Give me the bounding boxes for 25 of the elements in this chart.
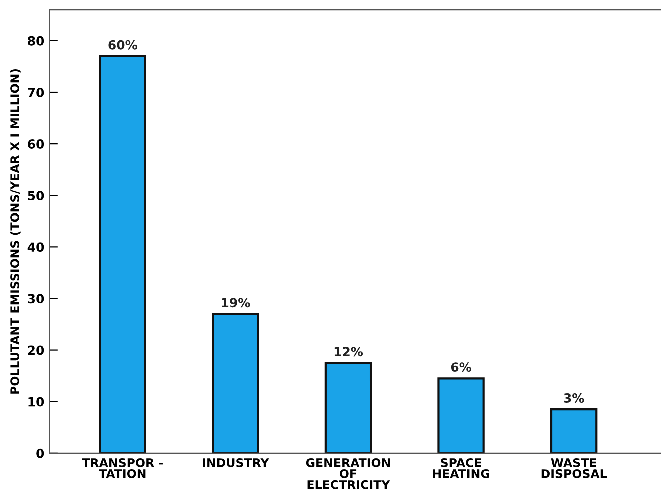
annotation: 3% — [564, 394, 584, 403]
y-tick-label: 50 — [28, 191, 44, 201]
y-tick-label: 40 — [28, 242, 44, 252]
x-tick-label: SPACE HEATING — [433, 458, 490, 478]
y-tick-label: 70 — [28, 88, 44, 98]
annotation: 60% — [108, 40, 138, 50]
y-tick-label: 30 — [28, 294, 44, 304]
y-tick-label: 10 — [28, 397, 44, 407]
annotation: 19% — [222, 298, 250, 308]
bar — [324, 362, 372, 454]
x-tick-label: INDUSTRY — [203, 458, 270, 468]
x-tick-label: WASTE DISPOSAL — [542, 458, 608, 478]
y-tick-label: 60 — [28, 140, 44, 149]
y-tick-label: 0 — [36, 448, 44, 458]
bar — [550, 408, 598, 454]
x-tick-label: TRANSPOR - TATION — [82, 458, 163, 478]
bar — [438, 378, 485, 454]
bar — [212, 313, 260, 454]
y-tick-label: 20 — [28, 346, 44, 356]
y-tick-label: 80 — [28, 36, 44, 46]
x-tick-label: GENERATION OF ELECTRICITY — [306, 458, 390, 490]
annotation: 12% — [334, 347, 364, 357]
y-axis-title: POLLUTANT EMISSIONS (TONS/YEAR X I MILLION) — [10, 69, 21, 394]
annotation: 6% — [451, 362, 472, 372]
bar — [99, 55, 146, 454]
